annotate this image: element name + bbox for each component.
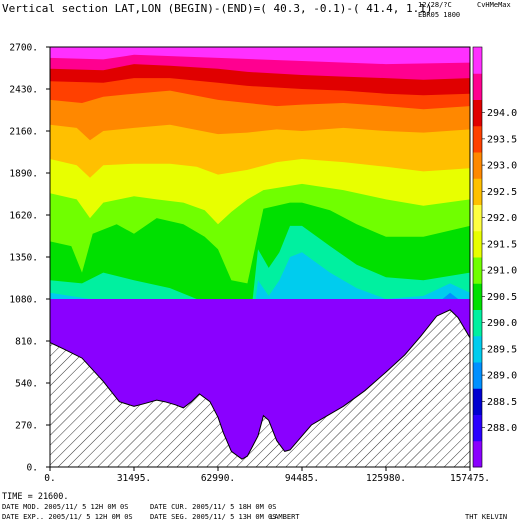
x-tick-label: 157475. — [450, 473, 490, 484]
chart-title: Vertical section LAT,LON (BEGIN)-(END)=(… — [2, 2, 432, 15]
x-axis: 0. 31495. 62990. 94485. 125980. 157475. — [44, 467, 490, 484]
colorbar-swatch — [473, 440, 482, 468]
colorbar-label: 293.0 — [487, 161, 517, 172]
colorbar-label: 290.5 — [487, 292, 517, 303]
x-tick-label: 0. — [44, 473, 55, 484]
colorbar-label: 294.0 — [487, 108, 517, 119]
y-tick-label: 2160. — [9, 127, 38, 138]
x-tick-label: 125980. — [366, 473, 406, 484]
colorbar-label: 293.5 — [487, 134, 517, 145]
date-cur: DATE CUR. 2005/11/ 5 18H 0M 0S — [150, 503, 276, 511]
colorbar-label: 291.0 — [487, 266, 517, 277]
y-tick-label: 1620. — [9, 211, 38, 222]
y-tick-label: 1890. — [9, 169, 38, 180]
y-tick-label: 1350. — [9, 253, 38, 264]
colorbar-label: 289.0 — [487, 371, 517, 382]
projection-label: LAMBERT — [270, 513, 300, 521]
terrain-hatch — [50, 309, 470, 467]
colorbar-swatch — [473, 388, 482, 415]
colorbar-swatch — [473, 362, 482, 389]
y-tick-label: 270. — [15, 421, 38, 432]
x-tick-label: 31495. — [117, 473, 151, 484]
variable-label: THT KELVIN — [465, 513, 507, 521]
y-axis: 0. 270. 540. 810. 1080. 1350. 1620. 1890. 2160. 2… — [9, 43, 50, 474]
y-tick-label: 0. — [27, 463, 38, 474]
colorbar-label: 288.5 — [487, 397, 517, 408]
colorbar-label: 289.5 — [487, 344, 517, 355]
date-mod: DATE MOD. 2005/11/ 5 12H 0M 0S — [2, 503, 128, 511]
colorbar-label: 292.5 — [487, 187, 517, 198]
colorbar-label: 292.0 — [487, 213, 517, 224]
colorbar-swatch — [473, 47, 482, 74]
time-label: TIME = 21600. — [2, 492, 69, 502]
colorbar-swatch — [473, 283, 482, 310]
y-tick-label: 810. — [15, 337, 38, 348]
colorbar-swatch — [473, 152, 482, 179]
y-tick-label: 540. — [15, 379, 38, 390]
x-tick-label: 62990. — [201, 473, 235, 484]
colorbar-swatch — [473, 204, 482, 232]
colorbar-frame — [472, 46, 483, 468]
x-tick-label: 94485. — [285, 473, 319, 484]
logo-text: CvHMeMax — [477, 1, 511, 9]
colorbar-swatch — [473, 99, 482, 127]
run-label: EBR05 1800 — [418, 11, 460, 19]
colorbar-swatch — [473, 257, 482, 284]
colorbar-swatch — [473, 335, 482, 363]
y-tick-label: 2430. — [9, 85, 38, 96]
colorbar-label: 288.0 — [487, 423, 517, 434]
colorbar-swatch — [473, 230, 482, 258]
y-tick-label: 2700. — [9, 43, 38, 54]
run-date: 12/28/?C — [418, 1, 452, 9]
colorbar-swatch — [473, 309, 482, 337]
colorbar-swatch — [473, 178, 482, 205]
colorbar-swatch — [473, 125, 482, 153]
y-tick-label: 1080. — [9, 295, 38, 306]
colorbar-swatch — [473, 414, 482, 442]
colorbar: 288.0 288.5 289.0 289.5 290.0 290.5 291.0 291.5… — [472, 46, 517, 468]
colorbar-swatch — [473, 73, 482, 100]
colorbar-label: 291.5 — [487, 239, 517, 250]
date-exp: DATE EXP.. 2005/11/ 5 12H 0M 0S — [2, 513, 133, 521]
date-seg: DATE SEG. 2005/11/ 5 13H 0M 0S — [150, 513, 276, 521]
colorbar-label: 290.0 — [487, 318, 517, 329]
